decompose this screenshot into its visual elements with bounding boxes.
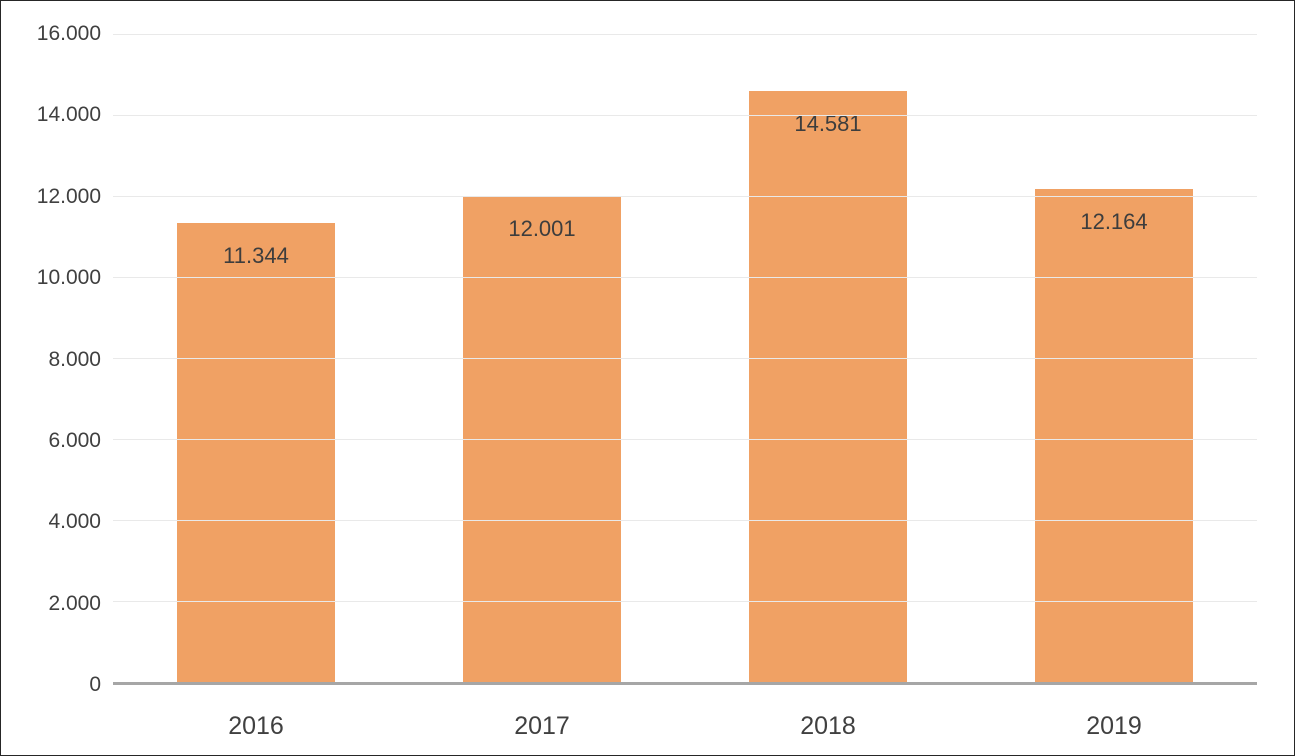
y-tick-label: 8.000 [48, 347, 101, 371]
x-axis: 2016 2017 2018 2019 [113, 712, 1257, 741]
bar-2016: 11.344 [177, 222, 335, 682]
y-tick-label: 16.000 [36, 22, 101, 45]
y-tick-label: 0 [89, 673, 101, 696]
gridline [113, 439, 1257, 440]
bar-2018: 14.581 [749, 91, 907, 682]
gridline [113, 601, 1257, 602]
y-tick-label: 14.000 [36, 103, 101, 127]
bar-value-label: 12.164 [1080, 209, 1148, 235]
gridline [113, 520, 1257, 521]
bar-2017: 12.001 [463, 195, 621, 682]
bar-slot: 14.581 [685, 34, 971, 682]
y-tick-label: 6.000 [48, 428, 101, 452]
y-tick-label: 10.000 [36, 266, 101, 290]
bar-slot: 12.164 [971, 34, 1257, 682]
x-tick-label: 2016 [228, 712, 284, 740]
bar-2019: 12.164 [1035, 189, 1193, 682]
bar-value-label: 11.344 [223, 242, 289, 268]
plot-area: 11.344 12.001 14.581 12.164 [113, 34, 1257, 685]
x-tick-label: 2019 [1086, 712, 1142, 740]
bar-slot: 11.344 [113, 34, 399, 682]
gridline [113, 34, 1257, 35]
bar-value-label: 12.001 [508, 215, 576, 241]
y-axis: 0 2.000 4.000 6.000 8.000 10.000 12.000 14.000 1… [1, 22, 101, 696]
bars-container: 11.344 12.001 14.581 12.164 [113, 34, 1257, 682]
y-tick-label: 12.000 [36, 184, 101, 208]
gridline [113, 358, 1257, 359]
gridline [113, 277, 1257, 278]
gridline [113, 196, 1257, 197]
x-tick-label: 2017 [514, 712, 570, 740]
bar-slot: 12.001 [399, 34, 685, 682]
gridline [113, 115, 1257, 116]
y-tick-label: 4.000 [48, 510, 101, 534]
y-tick-label: 2.000 [48, 591, 101, 615]
x-tick-label: 2018 [800, 712, 856, 740]
